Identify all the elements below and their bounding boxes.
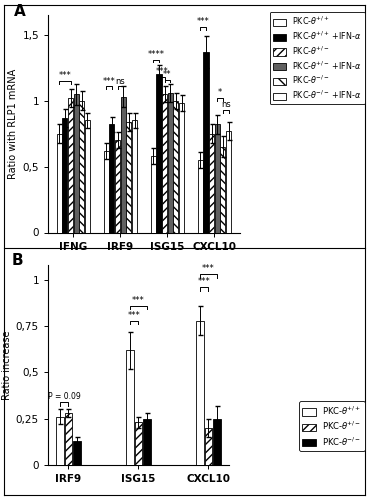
Text: ns: ns (221, 100, 231, 110)
Text: A: A (13, 4, 25, 19)
Bar (168, 93, 173, 232)
Bar (115, 140, 120, 232)
Text: ***: *** (198, 278, 211, 286)
Bar (204, 428, 212, 465)
Bar (196, 320, 204, 465)
Bar (68, 98, 73, 232)
Text: ***: *** (132, 296, 145, 305)
Text: ***: *** (59, 71, 71, 80)
Text: ***: *** (128, 310, 141, 320)
Text: ***: *** (202, 264, 215, 274)
Bar (79, 100, 85, 232)
Bar (162, 94, 167, 232)
Text: ns: ns (115, 76, 125, 86)
Text: *: * (218, 88, 222, 98)
Bar (126, 350, 134, 465)
Text: **: ** (163, 70, 172, 79)
Bar (62, 118, 68, 232)
Bar (173, 100, 179, 232)
Bar (65, 413, 72, 465)
Legend: PKC-$\theta$$^{+/+}$, PKC-$\theta$$^{+/-}$, PKC-$\theta$$^{-/-}$: PKC-$\theta$$^{+/+}$, PKC-$\theta$$^{+/-… (299, 401, 365, 451)
Bar (85, 120, 90, 232)
Bar (151, 156, 156, 232)
Bar (179, 104, 184, 232)
Bar (209, 134, 214, 232)
Y-axis label: Ratio increase: Ratio increase (1, 330, 12, 400)
Bar (198, 160, 203, 232)
Bar (156, 74, 162, 233)
Bar (143, 418, 151, 465)
Y-axis label: Ratio with RLP1 mRNA: Ratio with RLP1 mRNA (8, 68, 18, 179)
Bar (57, 134, 62, 232)
Bar (74, 94, 79, 232)
Text: ***: *** (155, 68, 168, 76)
Legend: PKC-$\theta$$^{+/+}$, PKC-$\theta$$^{+/+}$ +IFN-$\alpha$, PKC-$\theta$$^{+/-}$, : PKC-$\theta$$^{+/+}$, PKC-$\theta$$^{+/+… (270, 12, 365, 104)
Bar (109, 124, 114, 232)
Bar (132, 120, 137, 232)
Bar (135, 422, 142, 465)
Text: ***: *** (197, 17, 210, 26)
Bar (226, 131, 231, 232)
Bar (220, 147, 225, 232)
Bar (215, 124, 220, 232)
Text: P = 0.09: P = 0.09 (48, 392, 80, 401)
Text: ****: **** (148, 50, 165, 59)
Bar (104, 151, 109, 232)
Bar (56, 417, 64, 465)
Bar (213, 418, 221, 465)
Bar (73, 441, 80, 465)
Bar (126, 122, 131, 232)
Text: B: B (12, 253, 24, 268)
Bar (121, 96, 126, 232)
Bar (203, 52, 208, 233)
Text: ***: *** (103, 76, 115, 86)
